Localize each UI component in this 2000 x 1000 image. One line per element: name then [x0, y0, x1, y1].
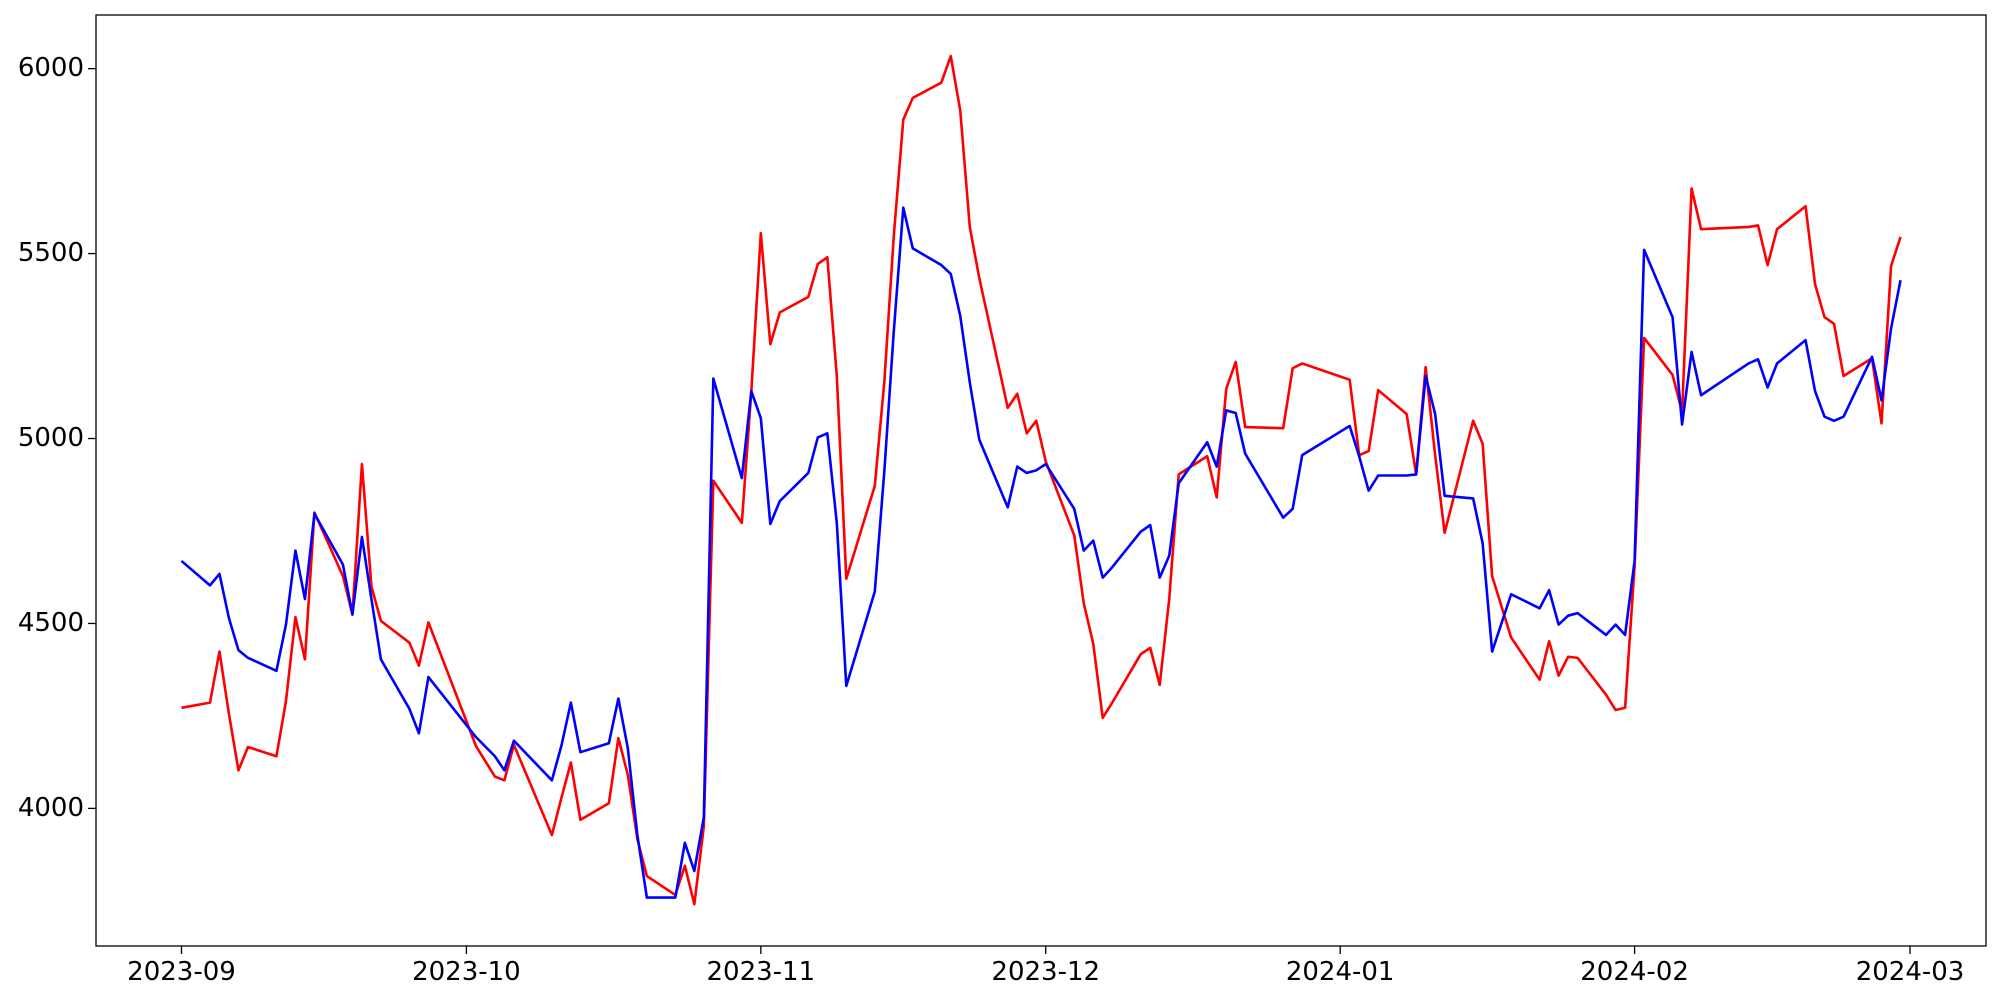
x-tick-label: 2024-02 [1580, 957, 1689, 987]
x-tick-label: 2024-01 [1286, 957, 1395, 987]
x-tick-label: 2023-09 [127, 957, 236, 987]
x-tick-label: 2023-11 [707, 957, 816, 987]
x-tick-label: 2024-03 [1856, 957, 1965, 987]
y-tick-label: 4000 [18, 793, 84, 823]
data-line [181, 54, 1902, 906]
plot-frame [95, 14, 1987, 947]
x-tick-label: 2023-10 [412, 957, 521, 987]
y-tick-label: 6000 [18, 53, 84, 83]
y-tick-label: 5000 [18, 423, 84, 453]
y-tick-label: 4500 [18, 608, 84, 638]
y-tick-label: 5500 [18, 238, 84, 268]
x-tick-label: 2023-12 [991, 957, 1100, 987]
data-line [180, 206, 1902, 899]
